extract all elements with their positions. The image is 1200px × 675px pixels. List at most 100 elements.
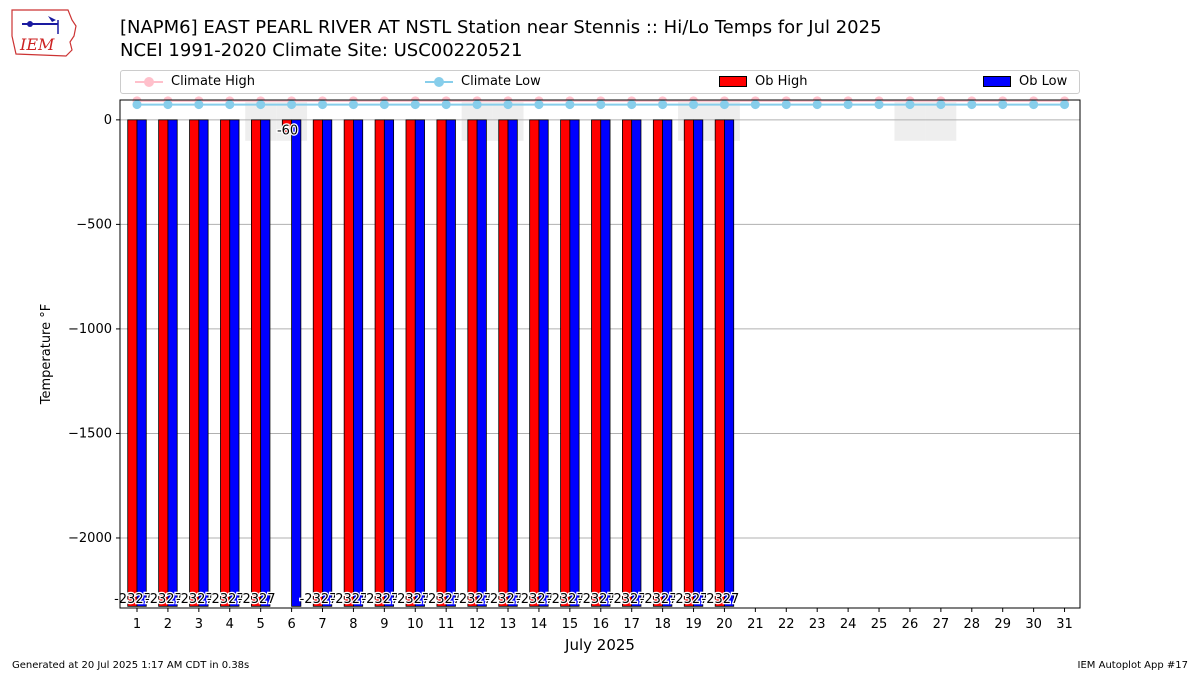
climate-low-point [998, 100, 1008, 110]
y-tick-label: −500 [76, 217, 112, 232]
legend-label: Ob Low [1019, 74, 1068, 89]
climate-low-point [472, 100, 482, 110]
x-tick-label: 7 [318, 617, 326, 632]
legend-swatch-climate-high [135, 76, 163, 88]
climate-low-point [565, 100, 575, 110]
climate-low-point [689, 100, 699, 110]
climate-low-point [843, 100, 853, 110]
bar-ob-high [374, 119, 385, 607]
bar-value-label: -2327 [454, 592, 492, 607]
x-tick-label: 11 [438, 617, 455, 632]
x-tick-label: 23 [809, 617, 826, 632]
bar-ob-high [591, 119, 602, 607]
bar-ob-high [158, 119, 169, 607]
bar-ob-low [476, 119, 487, 607]
climate-low-point [658, 100, 668, 110]
bar-value-label: -2327 [609, 592, 647, 607]
bar-value-label: -2327 [392, 592, 430, 607]
bar-value-label: -2327 [671, 592, 709, 607]
climate-low-point [225, 100, 235, 110]
bar-ob-high [220, 119, 231, 607]
climate-low-point [534, 100, 544, 110]
legend-swatch-climate-low [425, 76, 453, 88]
legend-swatch-ob-high [719, 76, 747, 87]
bar-ob-high [343, 119, 354, 607]
x-tick-label: 24 [840, 617, 857, 632]
bar-value-label: -2327 [547, 592, 585, 607]
x-tick-label: 22 [778, 617, 795, 632]
x-tick-label: 30 [1025, 617, 1042, 632]
bar-value-label: -2327 [300, 592, 338, 607]
climate-low-point [287, 100, 297, 110]
x-tick-label: 17 [623, 617, 640, 632]
bar-ob-low [383, 119, 395, 607]
climate-low-point [874, 100, 884, 110]
bar-ob-low [167, 119, 178, 607]
x-tick-label: 25 [871, 617, 888, 632]
x-tick-label: 19 [685, 617, 702, 632]
bar-ob-low [631, 119, 642, 607]
legend-swatch-ob-low [983, 76, 1011, 87]
x-tick-label: 27 [933, 617, 950, 632]
plot-frame [119, 99, 1081, 609]
bar-ob-low [569, 119, 580, 607]
bar-ob-high [467, 119, 478, 607]
bar-ob-high [251, 119, 262, 607]
bar-ob-low [693, 119, 704, 607]
chart-subtitle: NCEI 1991-2020 Climate Site: USC00220521 [120, 40, 523, 61]
climate-low-point [410, 100, 420, 110]
app-credit: IEM Autoplot App #17 [1077, 660, 1188, 671]
bar-ob-low [322, 119, 333, 607]
bar-value-label: -2327 [361, 592, 399, 607]
legend-item-climate-low: Climate Low [425, 74, 541, 89]
bar-ob-high [436, 119, 447, 607]
bar-ob-low [229, 119, 240, 607]
legend-label: Ob High [755, 74, 808, 89]
chart-title: [NAPM6] EAST PEARL RIVER AT NSTL Station… [120, 17, 882, 38]
bar-ob-low [136, 119, 147, 607]
bar-value-label: -2327 [238, 592, 276, 607]
bar-value-label: -2327 [114, 592, 152, 607]
climate-low-point [503, 100, 513, 110]
climate-low-point [132, 100, 142, 110]
climate-low-point [194, 100, 204, 110]
x-tick-label: 9 [380, 617, 388, 632]
bar-ob-high [560, 119, 571, 607]
x-tick-label: 8 [349, 617, 357, 632]
x-tick-label: 4 [226, 617, 234, 632]
legend-label: Climate Low [461, 74, 541, 89]
bar-ob-low [507, 119, 518, 607]
x-tick-label: 14 [531, 617, 548, 632]
bar-ob-low [724, 119, 735, 607]
temperature-chart: 0−500−1000−1500−2000-2327-2327-2327-2327… [39, 96, 1081, 654]
bar-value-label: -2327 [423, 592, 461, 607]
bar-value-label: -2327 [516, 592, 554, 607]
climate-low-point [1029, 100, 1039, 110]
climate-low-point [348, 100, 358, 110]
bar-value-label: -2327 [145, 592, 183, 607]
climate-low-point [781, 100, 791, 110]
y-tick-label: −1000 [68, 322, 112, 337]
bar-value-label: -2327 [176, 592, 214, 607]
bar-ob-low [445, 119, 456, 607]
y-tick-label: −2000 [68, 531, 112, 546]
x-tick-label: 5 [257, 617, 265, 632]
climate-low-point [379, 100, 389, 110]
x-tick-label: 12 [469, 617, 486, 632]
bar-ob-low [353, 119, 364, 607]
climate-low-point [905, 100, 915, 110]
climate-low-point [596, 100, 606, 110]
bar-ob-high [652, 119, 664, 607]
bar-ob-high [127, 119, 138, 607]
bar-ob-high [622, 119, 633, 607]
legend-item-ob-high: Ob High [719, 74, 808, 89]
bar-value-label: -2327 [331, 592, 369, 607]
y-tick-label: 0 [104, 113, 112, 128]
x-tick-label: 10 [407, 617, 424, 632]
climate-low-point [719, 100, 729, 110]
x-tick-label: 3 [195, 617, 203, 632]
x-tick-label: 15 [562, 617, 579, 632]
legend-label: Climate High [171, 74, 256, 89]
bar-ob-high [529, 119, 540, 607]
climate-low-point [318, 100, 328, 110]
